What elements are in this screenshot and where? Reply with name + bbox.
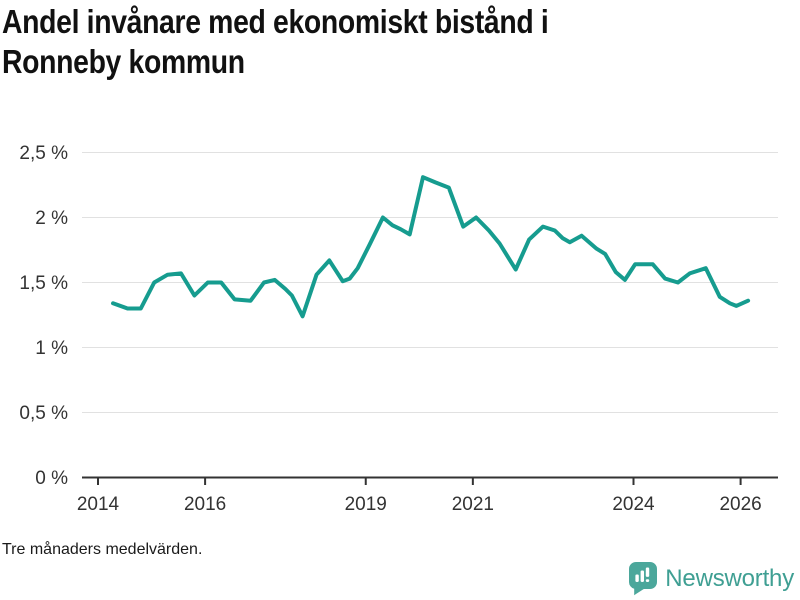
y-tick-label: 2 % (35, 208, 68, 229)
x-tick-label: 2014 (77, 494, 120, 515)
newsworthy-logo-text: Newsworthy (665, 565, 794, 592)
y-tick-label: 0 % (35, 468, 68, 489)
chart-title-line1: Andel invånare med ekonomiskt bistånd i (2, 3, 549, 40)
y-tick-label: 1,5 % (19, 273, 68, 294)
data-series-line (111, 175, 751, 319)
x-tick-label: 2026 (719, 494, 761, 515)
x-tick-label: 2024 (612, 494, 655, 515)
newsworthy-logo[interactable]: Newsworthy (629, 562, 794, 596)
newsworthy-chart-bubble-icon (629, 562, 658, 596)
x-tick-label: 2016 (184, 494, 226, 515)
y-tick-label: 0,5 % (19, 403, 68, 424)
bar-chart-exclamation-glyph (635, 567, 650, 582)
y-tick-label: 2,5 % (19, 143, 68, 164)
y-tick-label: 1 % (35, 338, 68, 359)
x-tick-label: 2019 (345, 494, 387, 515)
chart-title-line2: Ronneby kommun (2, 43, 245, 80)
x-tick-label: 2021 (452, 494, 494, 515)
chart-footnote: Tre månaders medelvärden. (2, 541, 203, 558)
